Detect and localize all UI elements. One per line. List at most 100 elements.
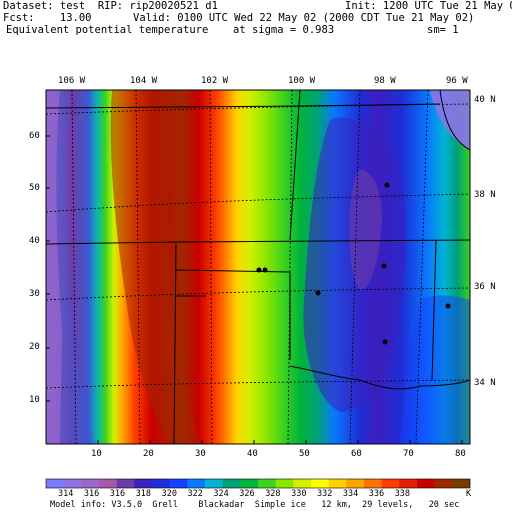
colorbar-swatch (169, 479, 188, 488)
far-west-purple (46, 90, 62, 444)
lat-line-34n (46, 379, 470, 389)
lon-label-100w: 100 W (288, 76, 316, 86)
ok-panhandle-north (175, 269, 291, 273)
colorbar-tick-label: 318 (135, 489, 152, 499)
x-grid-label: 80 (455, 449, 466, 459)
lon-line-98w (349, 90, 361, 444)
lon-line-102w (209, 90, 213, 444)
valid-time: Valid: 0100 UTC Wed 22 May 02 (2000 CDT … (133, 12, 475, 24)
northeast-purple-corner (430, 90, 470, 150)
colorbar-swatch (222, 479, 241, 488)
lat-label-38n: 38 N (474, 190, 496, 200)
warm-core-region (110, 90, 200, 444)
lon-label-106w: 106 W (58, 76, 86, 86)
colorbar-tick-label: 330 (291, 489, 307, 499)
x-grid-label: 10 (91, 449, 102, 459)
field-name: Equivalent potential temperature (6, 24, 209, 36)
city-markers (256, 182, 451, 345)
co-ks-southern-border (46, 239, 470, 245)
y-grid-label: 30 (29, 289, 40, 299)
colorbar-tick-label: 324 (213, 489, 229, 499)
lat-line-38n (46, 193, 470, 213)
city-marker (262, 267, 268, 273)
colorbar-swatch (187, 479, 206, 488)
city-marker (384, 182, 390, 188)
lon-line-104w (135, 90, 141, 444)
red-river (289, 365, 470, 390)
colorbar-tick-label: 316 (109, 489, 126, 499)
colorbar-swatch (364, 479, 382, 488)
state-boundaries (46, 90, 470, 444)
colorbar-swatch (152, 479, 170, 488)
colorbar-tick-label: 314 (58, 489, 74, 499)
colorbar-swatch (328, 479, 347, 488)
colorbar-swatch (399, 479, 418, 488)
colorbar-tick-label: 326 (239, 489, 255, 499)
city-marker (256, 267, 262, 273)
x-grid-label: 70 (403, 449, 414, 459)
y-grid-label: 50 (29, 183, 40, 193)
city-marker (445, 303, 451, 309)
eastern-purple-core (349, 169, 382, 290)
colorbar-swatch (258, 479, 276, 488)
lon-line-106w (71, 90, 77, 444)
colorbar-swatch (434, 479, 453, 488)
colorbar-frame (45, 478, 471, 489)
colorbar-swatch (381, 479, 400, 488)
x-grid-label: 50 (299, 449, 310, 459)
colorbar-tick-label: 316 (83, 489, 100, 499)
sigma-level: at sigma = 0.983 (233, 24, 335, 36)
lon-label-104w: 104 W (130, 76, 158, 86)
smoothing-value: sm= 1 (427, 24, 459, 36)
city-marker (381, 263, 387, 269)
graticule (46, 90, 470, 444)
init-time: Init: 1200 UTC Tue 21 May 02 (345, 0, 512, 12)
colorbar-tick-label: 334 (342, 489, 359, 499)
colorbar-swatch (417, 479, 435, 488)
city-marker (382, 339, 388, 345)
lat-label-40n: 40 N (474, 95, 496, 105)
colorbar-tick-label: 338 (394, 489, 411, 499)
y-grid-label: 20 (29, 342, 40, 352)
ok-ar-border (431, 239, 437, 381)
missouri-river (439, 90, 470, 151)
nm-tx-border (173, 243, 177, 444)
colorbar-tick-label: 320 (161, 489, 177, 499)
lat-line-36n (46, 287, 470, 301)
frame-ticks (46, 135, 463, 444)
forecast-hour: Fcst: 13.00 (3, 12, 92, 24)
colorbar-swatch (63, 479, 82, 488)
ks-co-border (289, 90, 301, 241)
lon-label-102w: 102 W (201, 76, 229, 86)
ne-ks-border (46, 103, 441, 109)
lon-line-100w (287, 90, 293, 444)
y-grid-label: 10 (29, 395, 40, 405)
colorbar-tick-label: 336 (368, 489, 385, 499)
colorbar-swatch (205, 479, 223, 488)
city-marker (315, 290, 321, 296)
colorbar-swatch (240, 479, 259, 488)
colorbar-swatch (311, 479, 329, 488)
model-info: Model info: V3.5.0 Grell Blackadar Simpl… (50, 500, 460, 510)
x-grid-label: 30 (195, 449, 206, 459)
y-grid-label: 40 (29, 236, 40, 246)
dataset-line: Dataset: test RIP: rip20020521 d1 (3, 0, 218, 12)
lat-label-34n: 34 N (474, 378, 496, 388)
colorbar-tick-label: 332 (317, 489, 333, 499)
map-frame (45, 89, 471, 445)
colorbar-swatch (81, 479, 100, 488)
x-grid-label: 40 (247, 449, 258, 459)
colorbar-unit: K (466, 489, 472, 499)
lon-label-98w: 98 W (374, 76, 396, 86)
colorbar-swatch (99, 479, 117, 488)
colorbar-tick-label: 328 (265, 489, 281, 499)
x-grid-label: 60 (351, 449, 362, 459)
colorbar-swatch (452, 479, 471, 488)
colorbar-swatch (346, 479, 365, 488)
colorbar-swatch (46, 479, 64, 488)
colorbar-swatch (116, 479, 135, 488)
colorbar-swatch (275, 479, 294, 488)
colorbar-tick-label: 322 (187, 489, 203, 499)
